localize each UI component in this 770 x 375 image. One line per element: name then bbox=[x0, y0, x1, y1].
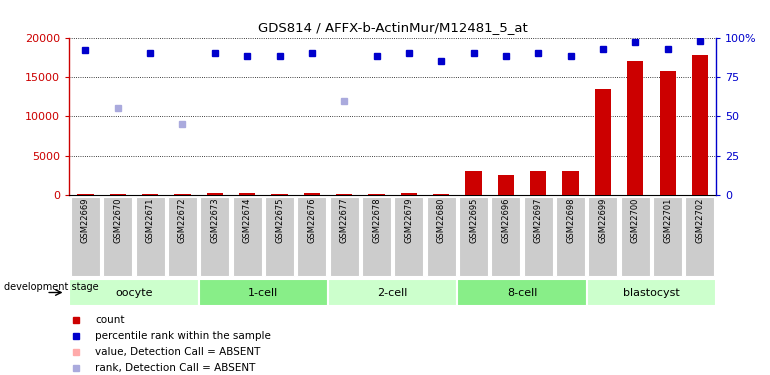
Bar bbox=[109, 194, 126, 195]
Bar bbox=[272, 194, 288, 195]
FancyBboxPatch shape bbox=[200, 198, 229, 276]
Bar bbox=[142, 194, 159, 195]
Bar bbox=[531, 171, 547, 195]
Text: GSM22701: GSM22701 bbox=[663, 198, 672, 243]
Text: GSM22700: GSM22700 bbox=[631, 198, 640, 243]
FancyBboxPatch shape bbox=[199, 279, 328, 306]
Bar bbox=[433, 194, 450, 195]
Text: GSM22695: GSM22695 bbox=[469, 198, 478, 243]
Bar bbox=[660, 70, 676, 195]
Bar bbox=[336, 194, 353, 195]
FancyBboxPatch shape bbox=[588, 198, 618, 276]
Text: GSM22674: GSM22674 bbox=[243, 198, 252, 243]
FancyBboxPatch shape bbox=[328, 279, 457, 306]
Title: GDS814 / AFFX-b-ActinMur/M12481_5_at: GDS814 / AFFX-b-ActinMur/M12481_5_at bbox=[258, 21, 527, 33]
FancyBboxPatch shape bbox=[233, 198, 262, 276]
FancyBboxPatch shape bbox=[459, 198, 488, 276]
Text: GSM22671: GSM22671 bbox=[146, 198, 155, 243]
Text: percentile rank within the sample: percentile rank within the sample bbox=[95, 331, 271, 341]
FancyBboxPatch shape bbox=[587, 279, 716, 306]
FancyBboxPatch shape bbox=[103, 198, 132, 276]
Bar bbox=[465, 171, 482, 195]
Bar bbox=[562, 171, 579, 195]
Text: GSM22696: GSM22696 bbox=[501, 198, 511, 243]
Bar bbox=[77, 194, 94, 195]
FancyBboxPatch shape bbox=[168, 198, 197, 276]
FancyBboxPatch shape bbox=[491, 198, 521, 276]
Bar bbox=[174, 194, 191, 195]
Text: 2-cell: 2-cell bbox=[377, 288, 408, 297]
Text: oocyte: oocyte bbox=[116, 288, 152, 297]
Text: rank, Detection Call = ABSENT: rank, Detection Call = ABSENT bbox=[95, 363, 256, 373]
Text: GSM22670: GSM22670 bbox=[113, 198, 122, 243]
Bar bbox=[692, 55, 708, 195]
Text: GSM22698: GSM22698 bbox=[566, 198, 575, 243]
Text: GSM22702: GSM22702 bbox=[695, 198, 705, 243]
FancyBboxPatch shape bbox=[556, 198, 585, 276]
Text: GSM22677: GSM22677 bbox=[340, 198, 349, 243]
Bar bbox=[239, 193, 256, 195]
FancyBboxPatch shape bbox=[524, 198, 553, 276]
Bar bbox=[628, 61, 644, 195]
Bar bbox=[401, 193, 417, 195]
Text: count: count bbox=[95, 315, 125, 325]
Text: GSM22697: GSM22697 bbox=[534, 198, 543, 243]
Text: GSM22675: GSM22675 bbox=[275, 198, 284, 243]
Text: GSM22669: GSM22669 bbox=[81, 198, 90, 243]
Bar bbox=[498, 174, 514, 195]
Text: GSM22680: GSM22680 bbox=[437, 198, 446, 243]
Bar bbox=[369, 194, 385, 195]
FancyBboxPatch shape bbox=[653, 198, 682, 276]
Bar bbox=[206, 193, 223, 195]
Bar bbox=[303, 193, 320, 195]
Text: blastocyst: blastocyst bbox=[623, 288, 680, 297]
FancyBboxPatch shape bbox=[265, 198, 294, 276]
FancyBboxPatch shape bbox=[427, 198, 456, 276]
FancyBboxPatch shape bbox=[394, 198, 424, 276]
FancyBboxPatch shape bbox=[362, 198, 391, 276]
Text: 1-cell: 1-cell bbox=[248, 288, 279, 297]
Text: GSM22678: GSM22678 bbox=[372, 198, 381, 243]
Text: GSM22673: GSM22673 bbox=[210, 198, 219, 243]
FancyBboxPatch shape bbox=[685, 198, 715, 276]
Text: value, Detection Call = ABSENT: value, Detection Call = ABSENT bbox=[95, 347, 260, 357]
Text: development stage: development stage bbox=[4, 282, 99, 292]
Bar bbox=[595, 89, 611, 195]
Text: GSM22676: GSM22676 bbox=[307, 198, 316, 243]
Text: GSM22672: GSM22672 bbox=[178, 198, 187, 243]
FancyBboxPatch shape bbox=[136, 198, 165, 276]
FancyBboxPatch shape bbox=[297, 198, 326, 276]
FancyBboxPatch shape bbox=[621, 198, 650, 276]
FancyBboxPatch shape bbox=[457, 279, 587, 306]
FancyBboxPatch shape bbox=[69, 279, 199, 306]
Text: GSM22699: GSM22699 bbox=[598, 198, 608, 243]
FancyBboxPatch shape bbox=[330, 198, 359, 276]
FancyBboxPatch shape bbox=[71, 198, 100, 276]
Text: 8-cell: 8-cell bbox=[507, 288, 537, 297]
Text: GSM22679: GSM22679 bbox=[404, 198, 413, 243]
